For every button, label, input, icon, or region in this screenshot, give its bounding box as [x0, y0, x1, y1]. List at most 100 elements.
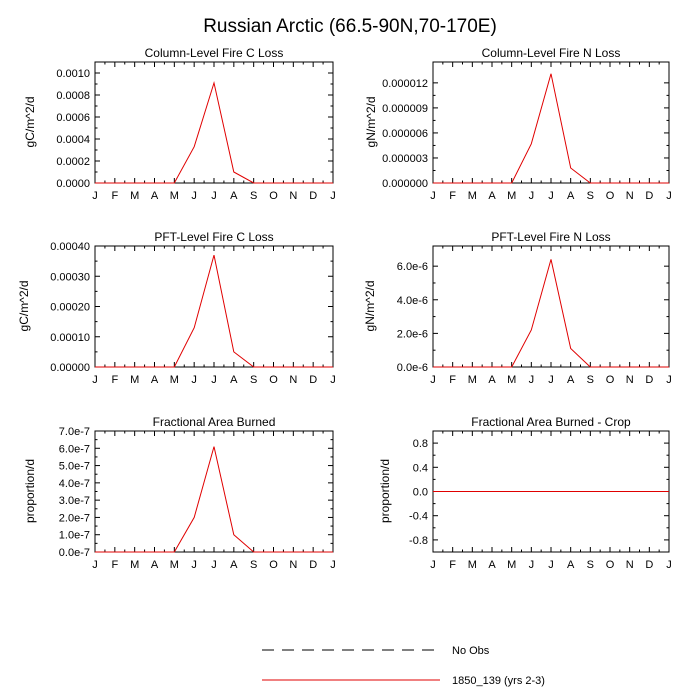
x-tick-label: M [468, 190, 477, 202]
y-tick-label: 0.0000 [56, 178, 90, 190]
y-tick-label: 0.00030 [50, 271, 90, 283]
y-tick-label: -0.4 [409, 511, 428, 523]
x-tick-label: A [567, 374, 575, 386]
panel-title: Fractional Area Burned - Crop [471, 415, 631, 429]
y-tick-label: 0.000000 [382, 178, 428, 190]
x-tick-label: J [211, 559, 217, 571]
x-tick-label: J [666, 374, 672, 386]
panel-title: Fractional Area Burned [153, 415, 276, 429]
x-tick-label: N [289, 190, 297, 202]
x-tick-label: J [529, 559, 535, 571]
x-tick-label: J [548, 190, 554, 202]
y-tick-label: 6.0e-7 [59, 443, 90, 455]
x-tick-label: O [606, 190, 615, 202]
x-tick-label: N [289, 559, 297, 571]
y-tick-label: 0.0 [413, 487, 428, 499]
y-tick-label: 2.0e-7 [59, 512, 90, 524]
x-tick-label: A [230, 559, 238, 571]
x-tick-label: O [606, 374, 615, 386]
y-axis-label: proportion/d [23, 459, 37, 523]
x-tick-label: J [430, 190, 436, 202]
x-tick-label: S [587, 559, 594, 571]
y-tick-label: 0.00020 [50, 302, 90, 314]
x-tick-label: S [250, 559, 257, 571]
x-tick-label: A [151, 374, 159, 386]
x-tick-label: F [449, 374, 456, 386]
x-tick-label: F [111, 190, 118, 202]
plot-frame [94, 61, 334, 184]
x-tick-label: A [488, 374, 496, 386]
x-tick-label: J [430, 374, 436, 386]
x-tick-label: J [191, 559, 197, 571]
y-axis-label: gC/m^2/d [23, 97, 37, 148]
x-tick-label: M [507, 559, 516, 571]
x-tick-label: F [111, 374, 118, 386]
x-tick-label: J [211, 190, 217, 202]
x-tick-label: J [548, 559, 554, 571]
panel-title: PFT-Level Fire N Loss [491, 230, 610, 244]
x-tick-label: M [130, 190, 139, 202]
legend-obs-label: No Obs [452, 645, 490, 657]
x-tick-label: O [269, 190, 278, 202]
x-tick-label: J [666, 190, 672, 202]
y-tick-label: 0.4 [413, 462, 428, 474]
y-axis-label: gC/m^2/d [17, 281, 31, 332]
y-tick-label: 0.0006 [56, 112, 90, 124]
series-line [95, 80, 333, 184]
figure-title: Russian Arctic (66.5-90N,70-170E) [203, 16, 497, 37]
legend: No Obs 1850_139 (yrs 2-3) [262, 645, 545, 687]
x-tick-label: A [151, 190, 159, 202]
x-tick-label: N [289, 374, 297, 386]
x-tick-label: D [309, 559, 317, 571]
x-tick-label: F [111, 559, 118, 571]
y-tick-label: 0.0e-7 [59, 547, 90, 559]
x-tick-label: J [191, 374, 197, 386]
plot-frame [432, 245, 670, 368]
x-tick-label: A [151, 559, 159, 571]
x-tick-label: S [587, 190, 594, 202]
x-tick-label: A [567, 190, 575, 202]
y-tick-label: 0.00000 [50, 362, 90, 374]
y-tick-label: 0.00040 [50, 241, 90, 253]
x-tick-label: D [645, 374, 653, 386]
series-line [433, 259, 669, 368]
x-tick-label: M [170, 190, 179, 202]
x-tick-label: N [626, 190, 634, 202]
y-tick-label: 4.0e-6 [397, 295, 428, 307]
x-tick-label: S [250, 190, 257, 202]
x-tick-label: M [170, 374, 179, 386]
x-tick-label: A [567, 559, 575, 571]
y-axis-label: proportion/d [378, 459, 392, 523]
x-tick-label: J [430, 559, 436, 571]
x-tick-label: M [507, 374, 516, 386]
x-tick-label: J [548, 374, 554, 386]
x-tick-label: J [330, 190, 336, 202]
legend-model-label: 1850_139 (yrs 2-3) [452, 675, 545, 687]
x-tick-label: M [468, 559, 477, 571]
y-axis-label: gN/m^2/d [364, 97, 378, 148]
x-tick-label: O [606, 559, 615, 571]
x-tick-label: M [130, 559, 139, 571]
y-tick-label: 0.0010 [56, 68, 90, 80]
x-tick-label: D [645, 190, 653, 202]
series-line [95, 446, 333, 553]
panel-title: Column-Level Fire C Loss [145, 46, 284, 60]
x-tick-label: J [330, 559, 336, 571]
x-tick-label: J [92, 374, 98, 386]
x-tick-label: J [330, 374, 336, 386]
x-tick-label: J [191, 190, 197, 202]
x-tick-label: J [529, 374, 535, 386]
y-tick-label: 0.0e-6 [397, 362, 428, 374]
x-tick-label: N [626, 559, 634, 571]
x-tick-label: J [92, 559, 98, 571]
x-tick-label: S [587, 374, 594, 386]
x-tick-label: M [507, 190, 516, 202]
y-tick-label: 0.000006 [382, 128, 428, 140]
x-tick-label: J [529, 190, 535, 202]
x-tick-label: J [666, 559, 672, 571]
x-tick-label: O [269, 374, 278, 386]
x-tick-label: M [468, 374, 477, 386]
y-tick-label: 3.0e-7 [59, 495, 90, 507]
